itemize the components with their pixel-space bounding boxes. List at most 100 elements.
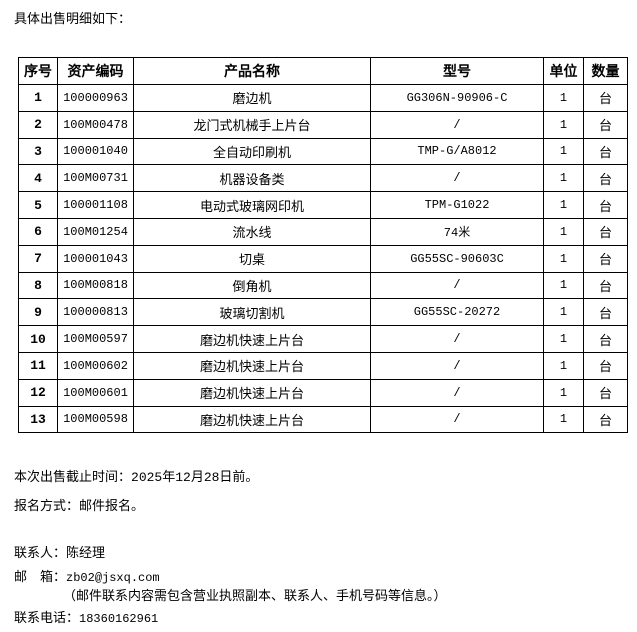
table-cell: 13	[18, 405, 58, 434]
table-cell: /	[370, 325, 544, 353]
table-cell: /	[370, 405, 544, 434]
contact-name-line: 联系人：陈经理	[14, 545, 106, 560]
table-cell: 台	[583, 351, 628, 380]
table-row: 3 100001040 全自动印刷机 TMP-G/A8012 1 台	[18, 137, 628, 166]
deadline-label: 本次出售截止时间：	[14, 469, 132, 484]
table-cell: 流水线	[133, 217, 371, 246]
table-cell: 100M00818	[57, 271, 134, 300]
table-cell: GG306N-90906-C	[370, 84, 544, 112]
table-cell: 台	[583, 405, 628, 434]
table-cell: 磨边机快速上片台	[133, 405, 371, 434]
table-cell: 100M00602	[57, 351, 134, 380]
table-cell: 5	[18, 191, 58, 219]
table-cell: 1	[543, 110, 584, 139]
phone-number: 18360162961	[79, 612, 159, 626]
deadline-line: 本次出售截止时间：2025年12月28日前。	[14, 466, 258, 485]
table-cell: 11	[18, 351, 58, 380]
table-row: 10 100M00597 磨边机快速上片台/1 台	[18, 325, 628, 353]
table-cell: 切桌	[133, 244, 371, 273]
table-cell: 2	[18, 110, 58, 139]
table-cell: 8	[18, 271, 58, 300]
table-cell: 台	[583, 325, 628, 353]
table-cell: 100001040	[57, 137, 134, 166]
table-cell: /	[370, 110, 544, 139]
table-row: 11 100M00602 磨边机快速上片台/1 台	[18, 351, 628, 380]
intro-text: 具体出售明细如下：	[14, 11, 132, 26]
deadline-value: 2025年12月28日前。	[131, 470, 259, 485]
table-row: 9 100000813 玻璃切割机 GG55SC-20272 1 台	[18, 298, 628, 327]
table-cell: 台	[583, 298, 628, 327]
table-header-row: 序号 资产编码 产品名称 型号 单位 数量	[18, 57, 628, 85]
table-cell: 机器设备类	[133, 164, 371, 193]
table-cell: 1	[543, 378, 584, 407]
table-cell: 电动式玻璃网印机	[133, 191, 371, 219]
table-cell: 100M00601	[57, 378, 134, 407]
table-cell: 磨边机快速上片台	[133, 351, 371, 380]
table-cell: 4	[18, 164, 58, 193]
table-cell: /	[370, 271, 544, 300]
table-cell: 龙门式机械手上片台	[133, 110, 371, 139]
table-row: 13 100M00598 磨边机快速上片台/1 台	[18, 405, 628, 434]
email-address: zb02@jsxq.com	[66, 571, 160, 585]
table-cell: 台	[583, 244, 628, 273]
table-row: 5 100001108 电动式玻璃网印机 TPM-G1022 1 台	[18, 191, 628, 219]
table-cell: 台	[583, 271, 628, 300]
column-header: 产品名称	[133, 57, 371, 85]
table-cell: /	[370, 164, 544, 193]
table-row: 12 100M00601 磨边机快速上片台/1 台	[18, 378, 628, 407]
table-cell: 100M00731	[57, 164, 134, 193]
table-row: 8 100M00818 倒角机/1 台	[18, 271, 628, 300]
table-cell: 100000963	[57, 84, 134, 112]
table-cell: /	[370, 378, 544, 407]
table-row: 4 100M00731 机器设备类/1 台	[18, 164, 628, 193]
table-cell: TMP-G/A8012	[370, 137, 544, 166]
sale-items-table: 序号 资产编码 产品名称 型号 单位 数量 1 100000963 磨边机 GG306N-909…	[18, 57, 628, 434]
table-cell: 全自动印刷机	[133, 137, 371, 166]
table-cell: 10	[18, 325, 58, 353]
table-cell: 1	[543, 325, 584, 353]
table-cell: 100M00598	[57, 405, 134, 434]
table-cell: 台	[583, 137, 628, 166]
column-header: 资产编码	[57, 57, 134, 85]
sale-items-table-container: 序号 资产编码 产品名称 型号 单位 数量 1 100000963 磨边机 GG306N-909…	[18, 57, 628, 434]
table-cell: 1	[543, 351, 584, 380]
table-cell: 1	[543, 191, 584, 219]
table-cell: 12	[18, 378, 58, 407]
table-cell: 1	[18, 84, 58, 112]
column-header: 型号	[370, 57, 544, 85]
table-cell: 100001043	[57, 244, 134, 273]
table-row: 2 100M00478 龙门式机械手上片台/1 台	[18, 110, 628, 139]
table-cell: 74米	[370, 217, 544, 246]
table-row: 6 100M01254 流水线 74米 1 台	[18, 217, 628, 246]
table-cell: 9	[18, 298, 58, 327]
table-row: 1 100000963 磨边机 GG306N-90906-C 1 台	[18, 84, 628, 112]
table-cell: 100M01254	[57, 217, 134, 246]
table-cell: 磨边机快速上片台	[133, 325, 371, 353]
table-cell: 倒角机	[133, 271, 371, 300]
phone-line: 联系电话：18360162961	[14, 607, 158, 626]
email-label: 邮 箱：	[14, 569, 67, 584]
table-cell: 台	[583, 217, 628, 246]
table-cell: TPM-G1022	[370, 191, 544, 219]
email-note: （邮件联系内容需包含营业执照副本、联系人、手机号码等信息。）	[63, 588, 447, 603]
phone-label: 联系电话：	[14, 610, 80, 625]
table-cell: 磨边机	[133, 84, 371, 112]
table-row: 7 100001043 切桌 GG55SC-90603C 1 台	[18, 244, 628, 273]
table-cell: 1	[543, 217, 584, 246]
table-cell: 1	[543, 271, 584, 300]
table-cell: 磨边机快速上片台	[133, 378, 371, 407]
table-cell: 1	[543, 137, 584, 166]
table-cell: 100M00597	[57, 325, 134, 353]
table-cell: 台	[583, 110, 628, 139]
column-header: 单位	[543, 57, 584, 85]
column-header: 数量	[583, 57, 628, 85]
signup-line: 报名方式：邮件报名。	[14, 498, 145, 513]
table-cell: 1	[543, 164, 584, 193]
table-cell: 台	[583, 84, 628, 112]
table-cell: GG55SC-20272	[370, 298, 544, 327]
table-cell: 台	[583, 378, 628, 407]
table-cell: /	[370, 351, 544, 380]
table-cell: 1	[543, 84, 584, 112]
table-cell: 6	[18, 217, 58, 246]
table-cell: 3	[18, 137, 58, 166]
